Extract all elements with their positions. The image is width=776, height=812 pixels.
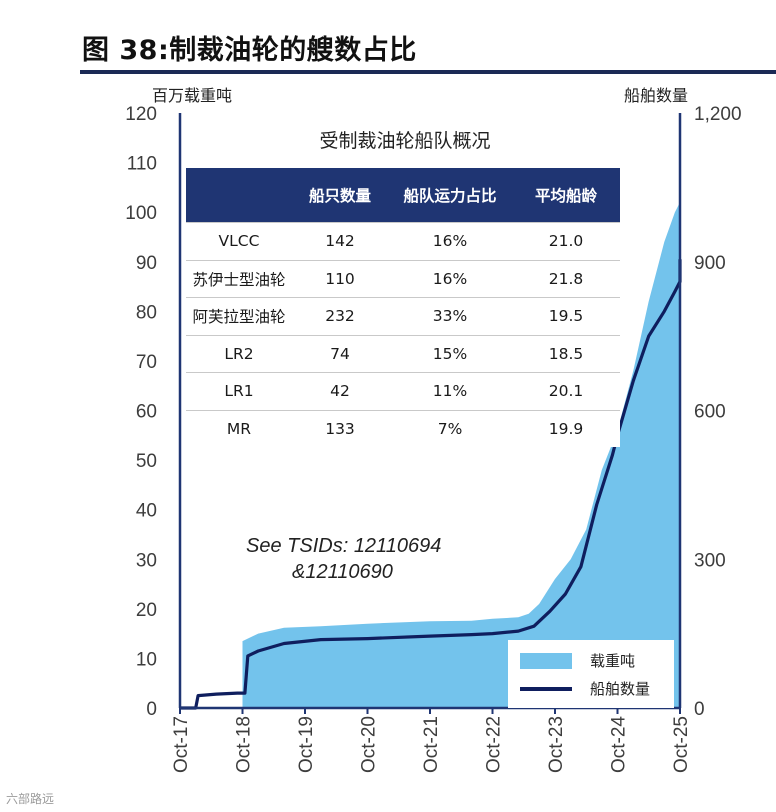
left-axis-unit: 百万载重吨	[152, 86, 233, 105]
tsid-annotation: See TSIDs: 12110694 &12110690	[246, 533, 441, 585]
inset-cell: 16%	[388, 259, 512, 298]
legend-label: 载重吨	[590, 652, 636, 670]
left-axis-tick-label: 20	[136, 600, 157, 621]
inset-cell: LR2	[186, 334, 292, 373]
x-axis-tick-label: Oct-18	[234, 716, 255, 773]
inset-table-row: VLCC 142 16% 21.0	[186, 222, 620, 260]
x-axis-tick-label: Oct-17	[171, 716, 192, 773]
legend-swatch-area	[520, 653, 572, 669]
right-axis-tick-label: 1,200	[694, 104, 742, 125]
inset-cell: 苏伊士型油轮	[186, 259, 292, 298]
inset-table-row: 苏伊士型油轮 110 16% 21.8	[186, 259, 620, 298]
title-rule	[80, 70, 776, 74]
left-axis-tick-label: 60	[136, 402, 157, 423]
inset-cell: 阿芙拉型油轮	[186, 297, 292, 335]
annotation-line: &12110690	[292, 561, 393, 583]
inset-header-cell	[186, 168, 292, 223]
right-axis-tick-label: 900	[694, 253, 726, 274]
inset-table-title: 受制裁油轮船队概况	[319, 130, 491, 152]
inset-cell: 7%	[388, 409, 512, 447]
inset-table-row: LR2 74 15% 18.5	[186, 334, 620, 373]
right-axis-unit: 船舶数量	[624, 86, 689, 105]
x-axis-tick-label: Oct-22	[484, 716, 505, 773]
right-axis-tick-label: 0	[694, 699, 705, 720]
inset-cell: 110	[292, 259, 388, 298]
x-axis-tick-label: Oct-23	[546, 716, 567, 773]
watermark: 六部路远	[6, 792, 55, 806]
inset-cell: MR	[186, 409, 292, 447]
legend-swatch-line	[520, 687, 572, 691]
left-axis-tick-label: 10	[136, 649, 157, 670]
axis-layer: 0 10 20 30 40 50 60 70 80 90 100 110 120 0 300 600 900 1,…	[125, 104, 741, 773]
inset-header-cell: 船只数量	[292, 168, 388, 223]
inset-cell: 33%	[388, 297, 512, 335]
inset-cell: 16%	[388, 222, 512, 260]
inset-cell: 142	[292, 222, 388, 260]
inset-cell: 133	[292, 409, 388, 447]
x-axis-tick-label: Oct-21	[421, 716, 442, 773]
inset-cell: 74	[292, 334, 388, 373]
legend-item-area: 载重吨	[520, 650, 670, 672]
legend: 载重吨 船舶数量	[508, 640, 674, 708]
left-axis-tick-label: 70	[136, 352, 157, 373]
annotation-line: See TSIDs: 12110694	[246, 535, 442, 557]
x-axis-tick-label: Oct-20	[359, 716, 380, 773]
x-axis-tick-label: Oct-24	[609, 716, 630, 773]
left-axis-tick-label: 90	[136, 253, 157, 274]
inset-cell: 21.8	[512, 259, 620, 298]
left-axis-tick-label: 30	[136, 550, 157, 571]
series-area-dwt	[242, 187, 680, 708]
inset-cell: 42	[292, 372, 388, 410]
inset-cell: 232	[292, 297, 388, 335]
legend-label: 船舶数量	[590, 680, 651, 698]
plot-layer	[180, 187, 682, 710]
inset-table-row: 阿芙拉型油轮 232 33% 19.5	[186, 297, 620, 335]
inset-cell: LR1	[186, 372, 292, 410]
inset-cell: 19.5	[512, 297, 620, 335]
inset-table-row: LR1 42 11% 20.1	[186, 372, 620, 410]
left-axis-tick-label: 50	[136, 451, 157, 472]
left-axis-tick-label: 120	[125, 104, 157, 125]
left-axis-tick-label: 100	[125, 203, 157, 224]
x-axis-tick-label: Oct-19	[296, 716, 317, 773]
inset-cell: 18.5	[512, 334, 620, 373]
left-axis-tick-label: 80	[136, 302, 157, 323]
inset-cell: 11%	[388, 372, 512, 410]
inset-table: 船只数量 船队运力占比 平均船龄 VLCC 142 16% 21.0 苏伊士型油…	[186, 168, 620, 447]
inset-cell: 20.1	[512, 372, 620, 410]
inset-header-cell: 船队运力占比	[388, 168, 512, 223]
series-line-vessel-count	[180, 259, 682, 710]
x-axis-tick-label: Oct-25	[671, 716, 692, 773]
right-axis-tick-label: 300	[694, 550, 726, 571]
inset-cell: 21.0	[512, 222, 620, 260]
inset-header-cell: 平均船龄	[512, 168, 620, 223]
right-axis-tick-label: 600	[694, 402, 726, 423]
inset-table-header: 船只数量 船队运力占比 平均船龄	[186, 168, 620, 223]
figure-title: 图 38:制裁油轮的艘数占比	[82, 35, 417, 66]
inset-cell: 15%	[388, 334, 512, 373]
left-axis-tick-label: 0	[146, 699, 157, 720]
legend-item-line: 船舶数量	[520, 678, 670, 700]
left-axis-tick-label: 110	[127, 154, 157, 175]
inset-cell: 19.9	[512, 409, 620, 447]
inset-table-row: MR 133 7% 19.9	[186, 409, 620, 447]
inset-cell: VLCC	[186, 222, 292, 260]
left-axis-tick-label: 40	[136, 501, 157, 522]
